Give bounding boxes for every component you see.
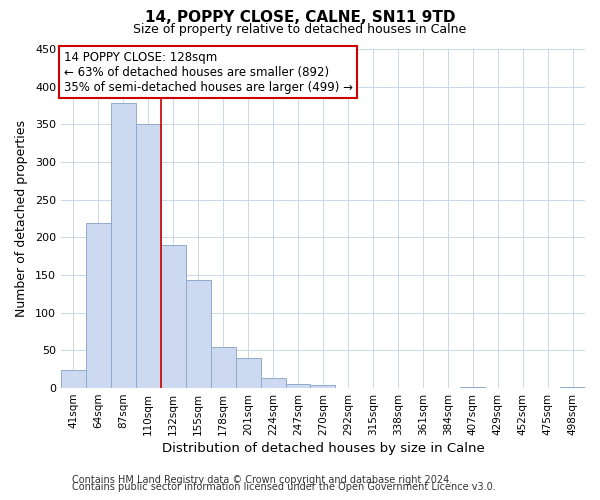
Text: Size of property relative to detached houses in Calne: Size of property relative to detached ho…: [133, 22, 467, 36]
Text: Contains public sector information licensed under the Open Government Licence v3: Contains public sector information licen…: [72, 482, 496, 492]
Text: 14 POPPY CLOSE: 128sqm
← 63% of detached houses are smaller (892)
35% of semi-de: 14 POPPY CLOSE: 128sqm ← 63% of detached…: [64, 50, 353, 94]
Bar: [310, 385, 335, 388]
Bar: [86, 223, 111, 388]
Text: 14, POPPY CLOSE, CALNE, SN11 9TD: 14, POPPY CLOSE, CALNE, SN11 9TD: [145, 10, 455, 25]
Bar: [111, 104, 136, 388]
Bar: [136, 124, 161, 388]
Bar: [560, 386, 585, 388]
Bar: [260, 378, 286, 388]
Bar: [286, 384, 310, 388]
Bar: [211, 348, 236, 388]
Y-axis label: Number of detached properties: Number of detached properties: [15, 120, 28, 317]
X-axis label: Distribution of detached houses by size in Calne: Distribution of detached houses by size …: [161, 442, 484, 455]
Bar: [161, 245, 186, 388]
Bar: [236, 358, 260, 388]
Bar: [186, 280, 211, 388]
Bar: [61, 370, 86, 388]
Text: Contains HM Land Registry data © Crown copyright and database right 2024.: Contains HM Land Registry data © Crown c…: [72, 475, 452, 485]
